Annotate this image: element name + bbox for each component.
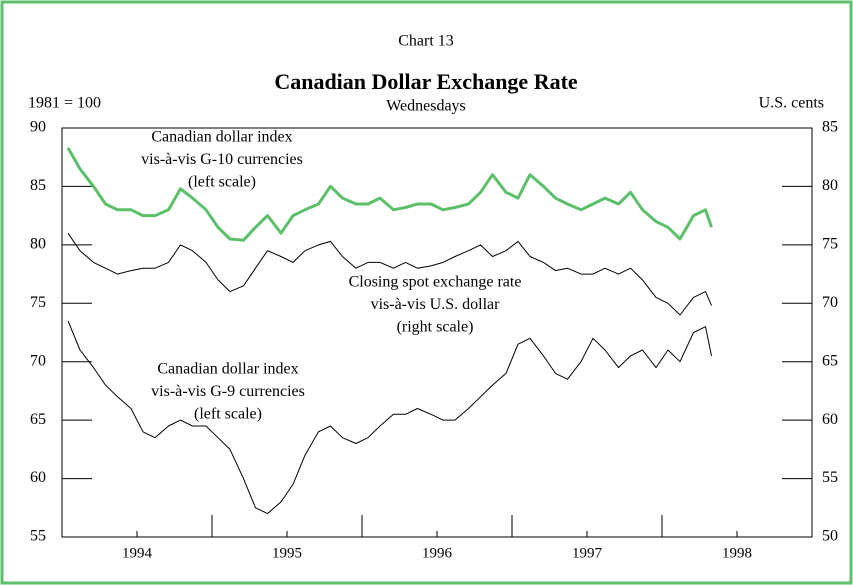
series-line (67, 232, 712, 316)
y-tick-label: 90 (30, 119, 46, 136)
y2-tick-label: 75 (822, 236, 838, 253)
y-tick-label: 55 (30, 528, 46, 545)
y-tick-label: 70 (30, 352, 46, 369)
annotation: Canadian dollar index (151, 129, 292, 146)
x-tick-label: 1997 (572, 545, 603, 561)
y2-tick-label: 50 (822, 528, 838, 545)
y2-tick-label: 70 (822, 294, 838, 311)
x-tick-label: 1996 (422, 545, 453, 561)
annotation: vis-à-vis G-10 currencies (141, 151, 303, 168)
y2-tick-label: 65 (822, 352, 838, 369)
y-tick-label: 85 (30, 177, 46, 194)
x-tick-label: 1998 (722, 545, 752, 561)
y-tick-label: 60 (30, 469, 46, 486)
x-tick-label: 1994 (122, 545, 153, 561)
y2-tick-label: 55 (822, 469, 838, 486)
annotation: Canadian dollar index (157, 361, 298, 378)
annotation: vis-à-vis U.S. dollar (371, 296, 501, 313)
y-tick-label: 75 (30, 294, 46, 311)
y2-tick-label: 85 (822, 119, 838, 136)
y2-axis-label: U.S. cents (759, 95, 824, 112)
y-axis-label: 1981 = 100 (28, 95, 101, 112)
y-tick-label: 80 (30, 236, 46, 253)
series-line (67, 320, 712, 515)
annotation: vis-à-vis G-9 currencies (151, 383, 305, 400)
annotation: (right scale) (397, 319, 474, 336)
y2-tick-label: 80 (822, 177, 838, 194)
annotation: (left scale) (194, 406, 262, 423)
y-tick-label: 65 (30, 411, 46, 428)
annotation: (left scale) (188, 174, 256, 191)
series-line (66, 147, 713, 242)
chart-number: Chart 13 (398, 33, 454, 50)
chart-title: Canadian Dollar Exchange Rate (274, 69, 578, 94)
annotation: Closing spot exchange rate (349, 274, 522, 291)
x-tick-label: 1995 (272, 545, 302, 561)
chart-subtitle: Wednesdays (386, 98, 466, 115)
y2-tick-label: 60 (822, 411, 838, 428)
